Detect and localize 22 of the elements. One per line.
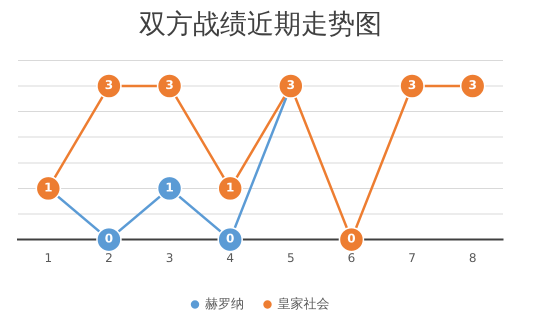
x-tick-label: 5 — [286, 250, 295, 265]
data-label: 0 — [347, 232, 356, 246]
data-label: 3 — [286, 78, 295, 92]
x-tick-label: 2 — [105, 250, 113, 265]
data-label: 3 — [165, 78, 174, 92]
data-label: 1 — [165, 180, 174, 195]
x-tick-label: 6 — [348, 250, 356, 265]
x-tick-label: 8 — [468, 250, 477, 265]
x-tick-label: 4 — [226, 250, 234, 265]
data-label: 0 — [226, 232, 234, 246]
legend-label: 赫罗纳 — [205, 296, 244, 312]
data-label: 3 — [468, 78, 477, 92]
chart-title: 双方战绩近期走势图 — [139, 9, 382, 40]
x-tick-label: 3 — [166, 250, 174, 265]
x-tick-label: 7 — [408, 250, 416, 265]
data-label: 0 — [104, 232, 114, 246]
data-label: 3 — [104, 78, 114, 92]
data-label: 3 — [408, 78, 416, 92]
data-label: 1 — [44, 180, 52, 195]
x-tick-label: 1 — [44, 250, 52, 265]
legend-label: 皇家社会 — [278, 296, 330, 312]
data-label: 1 — [226, 180, 234, 195]
